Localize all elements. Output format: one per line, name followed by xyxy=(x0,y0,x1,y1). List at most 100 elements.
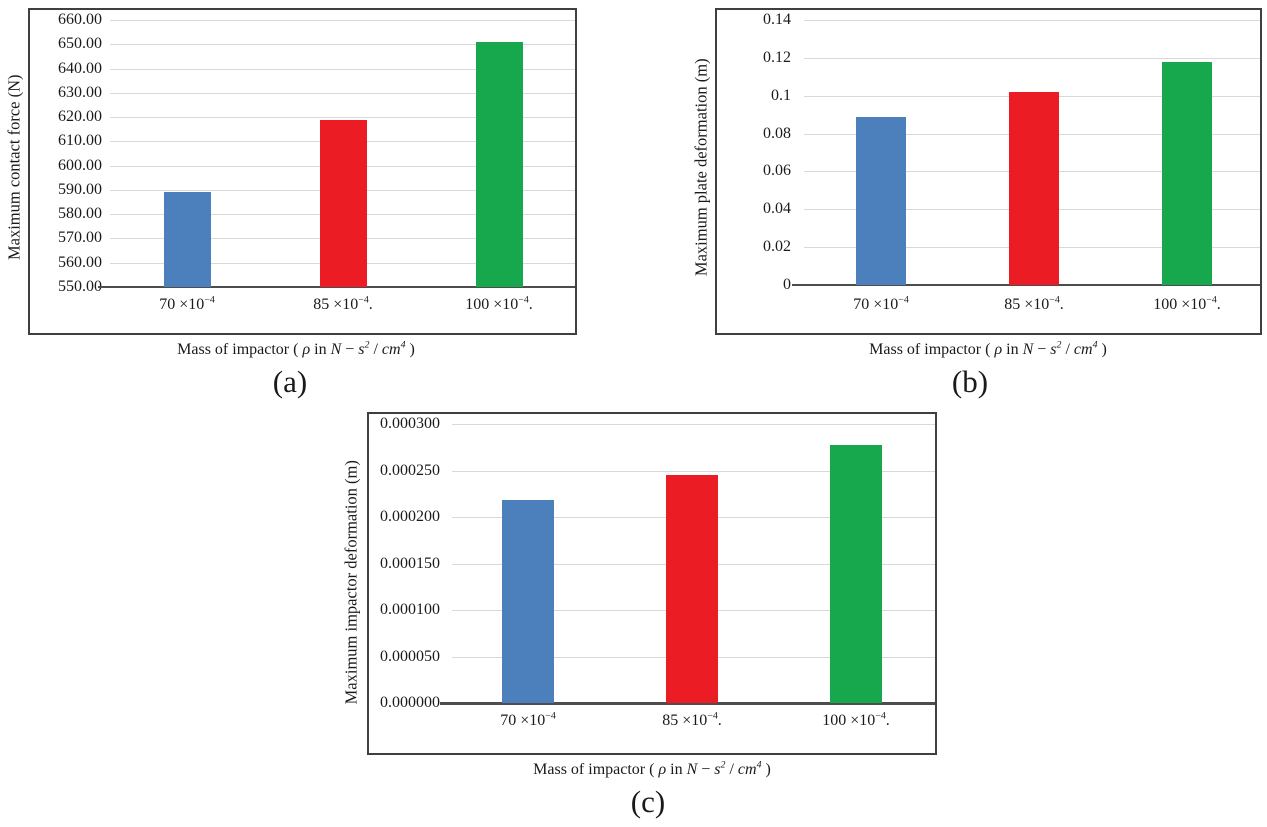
y-tick-label-600.00: 600.00 xyxy=(58,156,102,174)
panel-label-b: (b) xyxy=(951,364,989,399)
category-base: 85 ×10 xyxy=(1004,296,1050,313)
gridline-y-630.00 xyxy=(110,92,575,94)
xtitle-var-cm: cm xyxy=(381,341,401,358)
y-tick-label-0.000200: 0.000200 xyxy=(380,508,440,525)
category-label-100×10⁻⁴.: 100 ×10−4. xyxy=(419,295,579,313)
xtitle-suffix: ) xyxy=(405,341,415,358)
xtitle-infix: in xyxy=(666,761,687,778)
category-base: 100 ×10 xyxy=(822,712,876,729)
category-tail: . xyxy=(717,712,722,729)
panel-label-a: (a) xyxy=(272,364,308,399)
xtitle-slash: / xyxy=(369,341,382,358)
y-tick-label-580.00: 580.00 xyxy=(58,205,102,223)
y-tick-label-610.00: 610.00 xyxy=(58,132,102,150)
xtitle-s-exp: 2 xyxy=(720,759,726,771)
y-tick-label-550.00: 550.00 xyxy=(58,278,102,295)
y-tick-label-0.000050: 0.000050 xyxy=(380,647,440,665)
gridline-y-650.00 xyxy=(110,44,575,46)
category-tail: . xyxy=(1216,296,1221,313)
bar-red-cat2 xyxy=(1009,91,1059,285)
gridline-y-640.00 xyxy=(110,68,575,70)
category-base: 70 ×10 xyxy=(853,296,899,313)
category-label-85×10⁻⁴.: 85 ×10−4. xyxy=(954,294,1114,313)
category-label-85×10⁻⁴.: 85 ×10−4. xyxy=(263,294,423,313)
xtitle-rho: ρ xyxy=(302,341,311,358)
bar-red-cat2 xyxy=(666,475,718,703)
gridline-y-0.12 xyxy=(804,57,1260,59)
category-tail: . xyxy=(1059,296,1064,313)
gridline-y-0.000300 xyxy=(452,424,935,425)
y-tick-label-570.00: 570.00 xyxy=(58,229,102,247)
bar-green-cat3 xyxy=(475,41,523,287)
x-axis-line xyxy=(792,284,1260,286)
category-base: 100 ×10 xyxy=(1153,296,1207,313)
y-tick-label-0.06: 0.06 xyxy=(763,162,791,180)
y-tick-label-0.1: 0.1 xyxy=(771,86,791,104)
bar-blue-cat1 xyxy=(502,500,554,703)
xtitle-slash: / xyxy=(725,761,738,778)
xtitle-s-exp: 2 xyxy=(1056,339,1062,351)
category-label-85×10⁻⁴.: 85 ×10−4. xyxy=(612,710,772,729)
category-base: 70 ×10 xyxy=(159,296,205,313)
xtitle-suffix: ) xyxy=(761,761,771,778)
y-tick-label-0.04: 0.04 xyxy=(763,200,791,218)
xtitle-prefix: Mass of impactor ( xyxy=(869,341,995,358)
panel-label-c: (c) xyxy=(630,784,666,819)
category-exponent: −4 xyxy=(1049,294,1060,306)
xtitle-infix: in xyxy=(310,341,331,358)
y-tick-label-0.000100: 0.000100 xyxy=(380,601,440,618)
xtitle-prefix: Mass of impactor ( xyxy=(177,341,303,358)
category-base: 100 ×10 xyxy=(465,296,519,313)
x-axis-title-c: Mass of impactor ( ρ in N − s2 / cm4 ) xyxy=(533,759,771,778)
y-axis-title-plate-deformation: Maximum plate deformation (m) xyxy=(690,58,710,277)
xtitle-infix: in xyxy=(1002,341,1023,358)
gridline-y-0.000250 xyxy=(452,470,935,472)
y-tick-label-0: 0 xyxy=(783,276,791,293)
category-exponent: −4 xyxy=(204,294,215,306)
bar-green-cat3 xyxy=(830,445,882,703)
category-base: 85 ×10 xyxy=(313,296,359,313)
y-tick-label-630.00: 630.00 xyxy=(58,83,102,101)
xtitle-var-n: N xyxy=(686,761,698,778)
category-tail: . xyxy=(885,712,890,729)
xtitle-cm-exp: 4 xyxy=(756,759,762,771)
bar-green-cat3 xyxy=(1162,61,1212,285)
gridline-y-660.00 xyxy=(110,20,575,21)
category-label-70×10⁻⁴: 70 ×10−4 xyxy=(448,710,608,729)
bar-blue-cat1 xyxy=(856,116,906,285)
category-exponent: −4 xyxy=(358,294,369,306)
category-label-100×10⁻⁴.: 100 ×10−4. xyxy=(776,711,936,729)
y-tick-label-0.14: 0.14 xyxy=(763,11,791,28)
xtitle-s-exp: 2 xyxy=(364,339,370,351)
x-axis-title-b: Mass of impactor ( ρ in N − s2 / cm4 ) xyxy=(869,339,1107,358)
gridline-y-620.00 xyxy=(110,117,575,119)
y-axis-title-impactor-deformation: Maximum impactor deformation (m) xyxy=(340,460,360,705)
category-exponent: −4 xyxy=(898,294,909,306)
xtitle-var-cm: cm xyxy=(1073,341,1093,358)
xtitle-rho: ρ xyxy=(994,341,1003,358)
xtitle-var-s: s xyxy=(714,761,721,778)
category-exponent: −4 xyxy=(707,710,718,722)
category-label-100×10⁻⁴.: 100 ×10−4. xyxy=(1107,294,1267,313)
y-tick-label-640.00: 640.00 xyxy=(58,59,102,77)
y-tick-label-620.00: 620.00 xyxy=(58,108,102,126)
y-tick-label-0.000000: 0.000000 xyxy=(380,694,440,711)
category-tail: . xyxy=(528,296,533,313)
category-exponent: −4 xyxy=(1206,294,1217,306)
x-axis-line xyxy=(98,286,575,288)
xtitle-suffix: ) xyxy=(1097,341,1107,358)
y-tick-label-0.12: 0.12 xyxy=(763,48,791,66)
xtitle-var-s: s xyxy=(358,341,365,358)
y-tick-label-0.08: 0.08 xyxy=(763,124,791,142)
y-tick-label-0.000250: 0.000250 xyxy=(380,461,440,479)
xtitle-var-s: s xyxy=(1050,341,1057,358)
category-exponent: −4 xyxy=(545,710,556,722)
category-base: 85 ×10 xyxy=(662,712,708,729)
y-tick-label-560.00: 560.00 xyxy=(58,253,102,271)
category-base: 70 ×10 xyxy=(500,712,546,729)
y-tick-label-650.00: 650.00 xyxy=(58,35,102,53)
xtitle-var-n: N xyxy=(330,341,342,358)
xtitle-cm-exp: 4 xyxy=(1092,339,1098,351)
y-tick-label-0.02: 0.02 xyxy=(763,238,791,256)
y-tick-label-660.00: 660.00 xyxy=(58,11,102,28)
